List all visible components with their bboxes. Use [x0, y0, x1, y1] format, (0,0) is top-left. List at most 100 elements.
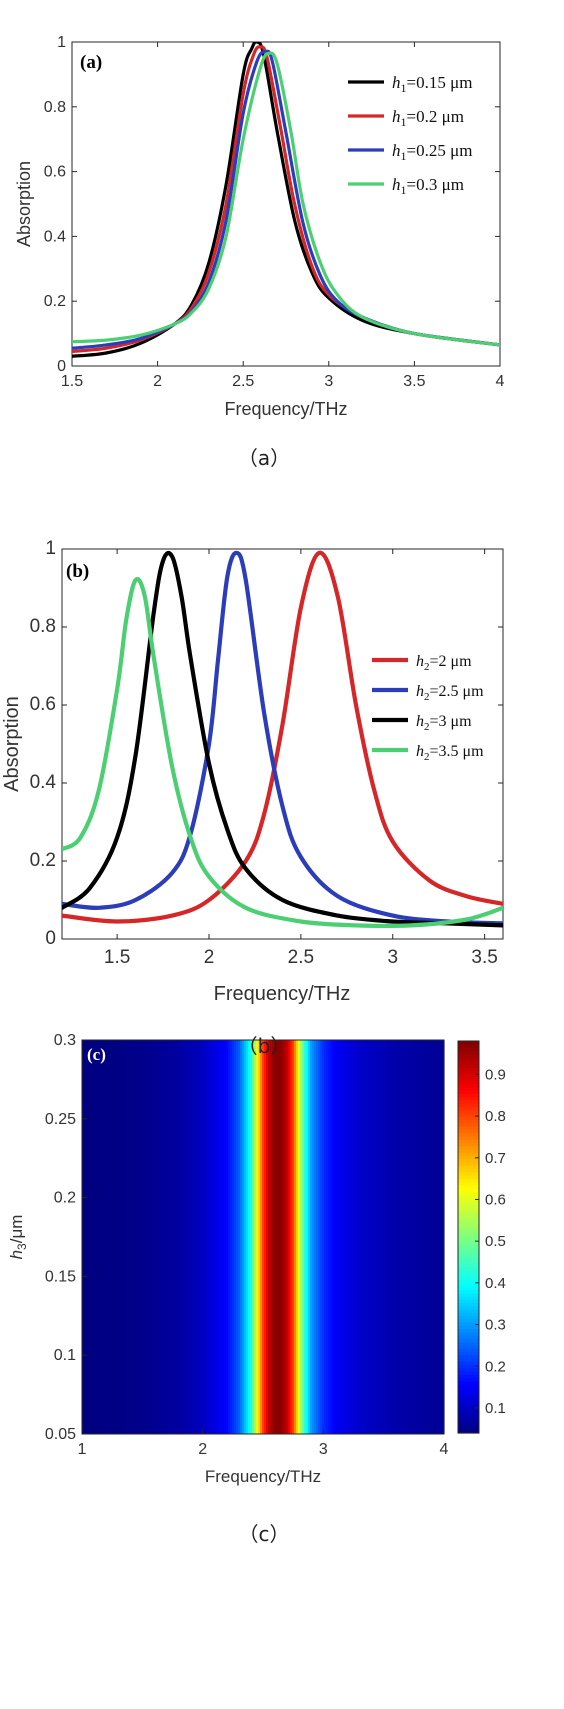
- colorbar-segment: [458, 1158, 479, 1163]
- panel-c-tag: (c): [87, 1045, 106, 1064]
- heatmap-cell: [334, 1040, 337, 1434]
- panel-c-y-tick-label: 0.25: [45, 1111, 76, 1128]
- colorbar-segment: [458, 1057, 479, 1062]
- heatmap-cell: [240, 1040, 243, 1434]
- heatmap-cell: [262, 1040, 265, 1434]
- colorbar-segment: [458, 1086, 479, 1091]
- heatmap-cell: [360, 1040, 363, 1434]
- legend-symbol: h: [416, 743, 424, 760]
- heatmap-cell: [250, 1040, 253, 1434]
- panel-c: 1 2 3 4 0.05 0.1 0.15 0.2 0.25 0.3 (c) Frequency/…: [7, 1032, 506, 1486]
- legend-subscript: 1: [401, 149, 407, 163]
- heatmap-cell: [428, 1040, 431, 1434]
- heatmap-cell: [160, 1040, 163, 1434]
- panel-b-y-axis-label: Absorption: [1, 696, 23, 792]
- heatmap-cell: [296, 1040, 299, 1434]
- heatmap-cell: [172, 1040, 175, 1434]
- heatmap-cell: [286, 1040, 289, 1434]
- heatmap-cell: [228, 1040, 231, 1434]
- heatmap-cell: [230, 1040, 233, 1434]
- colorbar-segment: [458, 1321, 479, 1326]
- heatmap-cell: [272, 1040, 275, 1434]
- colorbar-frame: [457, 1040, 480, 1434]
- heatmap-cell: [388, 1040, 391, 1434]
- colorbar-segment: [458, 1423, 479, 1428]
- heatmap-cell: [154, 1040, 157, 1434]
- colorbar-segment: [458, 1197, 479, 1202]
- heatmap-cell: [370, 1040, 373, 1434]
- heatmap-cell: [280, 1040, 283, 1434]
- colorbar-segment: [458, 1328, 479, 1333]
- heatmap-cell: [402, 1040, 405, 1434]
- panel-c-x-axis-label: Frequency/THz: [205, 1467, 321, 1486]
- panel-b-series-line-1: [62, 550, 503, 924]
- panel-a-series-line-4: [72, 51, 500, 347]
- colorbar-segment: [458, 1129, 479, 1134]
- panel-c-ticks: 1 2 3 4 0.05 0.1 0.15 0.2 0.25 0.3: [45, 1032, 449, 1458]
- colorbar-segment: [458, 1148, 479, 1153]
- colorbar-segment: [458, 1305, 479, 1310]
- colorbar-segment: [458, 1054, 479, 1058]
- colorbar-segment: [458, 1413, 479, 1418]
- heatmap-cell: [422, 1040, 425, 1434]
- panel-c-y-tick-label: 0.1: [54, 1347, 76, 1364]
- heatmap-cell: [378, 1040, 381, 1434]
- heatmap-cell: [138, 1040, 141, 1434]
- heatmap-cell: [426, 1040, 429, 1434]
- colorbar-segment: [458, 1354, 479, 1359]
- colorbar-segment: [458, 1338, 479, 1343]
- heatmap-cell: [332, 1040, 335, 1434]
- colorbar-segment: [458, 1083, 479, 1088]
- heatmap-cell: [186, 1040, 189, 1434]
- heatmap-cell: [340, 1040, 343, 1434]
- heatmap-cell: [226, 1040, 229, 1434]
- heatmap-cell: [442, 1040, 445, 1434]
- heatmap-cell: [140, 1040, 143, 1434]
- colorbar-segment: [458, 1109, 479, 1114]
- heatmap-cell: [174, 1040, 177, 1434]
- heatmap-cell: [312, 1040, 315, 1434]
- legend-subscript: 1: [401, 115, 407, 129]
- legend-subscript: 2: [424, 691, 430, 703]
- heatmap-cell: [294, 1040, 297, 1434]
- panel-a-x-tick-label: 3.5: [403, 373, 425, 390]
- heatmap-cell: [156, 1040, 159, 1434]
- heatmap-cell: [100, 1040, 103, 1434]
- colorbar-segment: [458, 1256, 479, 1261]
- panel-c-x-tick-label: 3: [319, 1441, 328, 1458]
- heatmap-cell: [114, 1040, 117, 1434]
- panel-a-legend-label-2: h1=0.2 μm: [392, 107, 464, 129]
- colorbar-segment: [458, 1230, 479, 1235]
- colorbar-segment: [458, 1429, 479, 1434]
- colorbar-segment: [458, 1302, 479, 1307]
- colorbar-segment: [458, 1171, 479, 1176]
- heatmap-cell: [190, 1040, 193, 1434]
- legend-value: =0.3 μm: [407, 175, 464, 194]
- colorbar-tick-label: 0.8: [485, 1108, 506, 1125]
- heatmap-cell: [372, 1040, 375, 1434]
- heatmap-cell: [182, 1040, 185, 1434]
- colorbar-segment: [458, 1416, 479, 1421]
- heatmap-cell: [166, 1040, 169, 1434]
- legend-value: =2 μm: [430, 653, 473, 670]
- legend-symbol: h: [416, 713, 424, 730]
- panel-a: 1.5 2 2.5 3 3.5 4 0 0.2 0.4 0.6 0.8 1 (a) Frequency…: [14, 34, 505, 419]
- colorbar-segment: [458, 1419, 479, 1424]
- legend-value: =2.5 μm: [430, 683, 485, 700]
- heatmap-cell: [238, 1040, 241, 1434]
- colorbar-segment: [458, 1207, 479, 1212]
- panel-c-y-tick-label: 0.15: [45, 1268, 76, 1285]
- panel-a-y-tick-label: 0: [57, 358, 66, 375]
- colorbar-segment: [458, 1377, 479, 1382]
- panel-a-y-tick-label: 0.8: [44, 99, 66, 116]
- colorbar-segment: [458, 1073, 479, 1078]
- heatmap-cell: [282, 1040, 285, 1434]
- colorbar-tick-label: 0.7: [485, 1150, 506, 1167]
- heatmap-cell: [102, 1040, 105, 1434]
- heatmap-cell: [84, 1040, 87, 1434]
- heatmap-cell: [342, 1040, 345, 1434]
- heatmap-cell: [292, 1040, 295, 1434]
- heatmap-cell: [92, 1040, 95, 1434]
- panel-b: 1.5 2 2.5 3 3.5 0 0.2 0.4 0.6 0.8 1 (b) Frequency/…: [1, 538, 504, 1005]
